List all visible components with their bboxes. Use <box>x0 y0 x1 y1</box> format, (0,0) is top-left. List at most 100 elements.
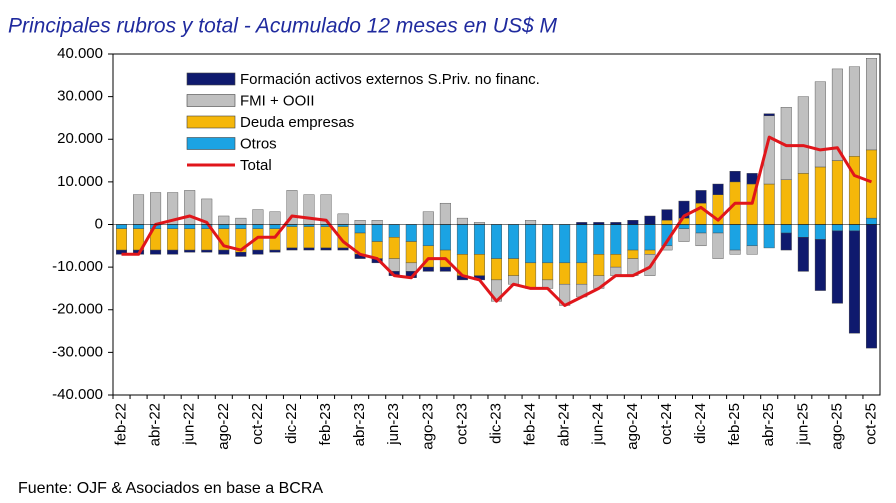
legend-swatch <box>186 94 236 107</box>
x-tick-label: ago-22 <box>215 403 232 450</box>
x-tick-label: jun-22 <box>181 403 198 446</box>
bar-segment <box>678 228 690 242</box>
bar-segment <box>814 81 826 168</box>
bar-segment <box>559 224 571 264</box>
bar-segment <box>491 224 502 259</box>
bar-segment <box>388 237 400 259</box>
bar-segment <box>729 224 741 251</box>
bar-segment <box>235 217 247 225</box>
bar-segment <box>780 232 792 251</box>
bar-segment <box>286 247 298 251</box>
bar-segment <box>695 224 707 234</box>
legend-label: Total <box>240 157 272 174</box>
bar-segment <box>439 224 451 251</box>
bar-segment <box>337 224 349 227</box>
bar-segment <box>542 262 554 281</box>
bar-segment <box>865 149 877 219</box>
bar-segment <box>422 266 434 272</box>
y-tick-label: -30.000 <box>52 343 103 360</box>
bar-segment <box>644 249 656 255</box>
y-tick-label: 0 <box>95 215 103 232</box>
bar-segment <box>150 192 162 225</box>
bar-segment <box>746 224 758 247</box>
x-tick-label: jun-25 <box>794 403 811 446</box>
x-tick-label: feb-25 <box>726 403 743 446</box>
bar-segment <box>661 220 673 225</box>
bar-segment <box>388 258 400 272</box>
bar-segment <box>252 224 264 229</box>
x-tick-label: ago-23 <box>419 403 436 450</box>
bar-segment <box>525 220 537 225</box>
bar-segment <box>218 224 230 229</box>
x-tick-label: ago-24 <box>624 403 641 450</box>
bar-segment <box>644 224 656 251</box>
bar-segment <box>780 224 792 234</box>
x-tick-label: oct-22 <box>249 403 266 445</box>
bar-segment <box>337 213 349 225</box>
x-tick-label: feb-23 <box>317 403 334 446</box>
bar-segment <box>712 224 724 234</box>
bar-segment <box>644 215 656 225</box>
y-tick-label: 10.000 <box>57 173 103 190</box>
bar-segment <box>473 254 485 276</box>
legend-swatch <box>186 72 236 86</box>
bar-segment <box>525 224 537 264</box>
legend-label: FMI + OOII <box>240 92 315 109</box>
bar-segment <box>473 224 485 255</box>
bar-segment <box>201 228 213 251</box>
x-tick-label: abr-22 <box>147 403 164 446</box>
bar-segment <box>865 224 877 349</box>
bar-segment <box>422 224 434 247</box>
bar-segment <box>405 241 417 264</box>
bar-segment <box>627 249 639 259</box>
bar-segment <box>865 58 877 151</box>
bar-segment <box>218 249 230 255</box>
x-tick-label: jun-24 <box>590 403 607 446</box>
bar-segment <box>150 249 162 255</box>
bar-segment <box>167 228 179 251</box>
bar-segment <box>371 224 383 242</box>
bar-segment <box>848 156 860 225</box>
bar-segment <box>303 226 315 249</box>
bar-segment <box>184 228 196 251</box>
bar-segment <box>576 222 588 225</box>
bar-segment <box>780 179 792 225</box>
bar-segment <box>848 230 860 334</box>
y-tick-label: -20.000 <box>52 301 103 318</box>
y-tick-label: 40.000 <box>57 45 103 62</box>
bar-segment <box>695 190 707 204</box>
bar-segment <box>797 237 809 272</box>
x-tick-label: dic-22 <box>283 403 300 444</box>
bar-segment <box>746 173 758 185</box>
bar-segment <box>184 249 196 253</box>
bar-segment <box>814 166 826 225</box>
bar-segment <box>371 220 383 225</box>
y-tick-label: -10.000 <box>52 258 103 275</box>
bar-segment <box>814 224 826 240</box>
legend-swatch <box>186 137 236 150</box>
bar-segment <box>456 217 468 225</box>
legend-label: Deuda empresas <box>240 114 354 131</box>
bar-segment <box>508 258 520 276</box>
y-tick-label: 20.000 <box>57 130 103 147</box>
bar-segment <box>269 224 281 229</box>
bar-segment <box>354 224 366 234</box>
bar-segment <box>439 266 451 272</box>
bar-segment <box>848 224 860 232</box>
legend-swatch <box>186 115 236 129</box>
y-tick-label: -40.000 <box>52 386 103 403</box>
bar-segment <box>593 224 605 255</box>
bar-segment <box>661 209 673 221</box>
bar-segment <box>610 224 622 255</box>
x-tick-label: dic-23 <box>487 403 504 444</box>
bar-segment <box>576 224 588 264</box>
x-tick-label: feb-22 <box>112 403 129 446</box>
bar-segment <box>133 194 145 225</box>
bar-segment <box>695 232 707 247</box>
bar-segment <box>252 209 264 225</box>
x-tick-label: jun-23 <box>385 403 402 446</box>
source-note: Fuente: OJF & Asociados en base a BCRA <box>18 480 323 497</box>
bar-segment <box>610 222 622 225</box>
bar-segment <box>184 224 196 229</box>
